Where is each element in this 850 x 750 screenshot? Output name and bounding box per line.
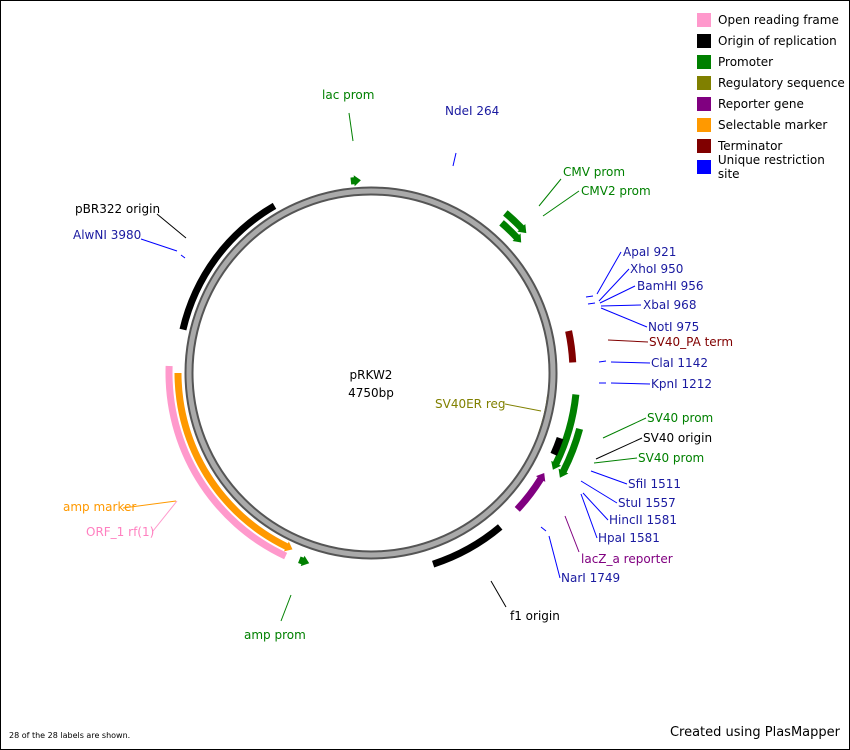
legend-item: Open reading frame [697, 9, 849, 30]
legend-label: Regulatory sequence [718, 75, 845, 90]
feature-arc [550, 436, 564, 456]
legend-swatch [697, 33, 711, 48]
legend: Open reading frame Origin of replication P… [697, 9, 849, 181]
credit-text: Created using PlasMapper [669, 725, 840, 740]
legend-item: Origin of replication [697, 30, 849, 51]
feature-arc [558, 427, 584, 478]
legend-label: Selectable marker [718, 117, 828, 132]
feature-label: lacZ_a reporter [581, 552, 673, 566]
legend-item: Terminator [697, 135, 849, 156]
legend-label: Promoter [718, 54, 774, 69]
feature-arc [432, 524, 503, 568]
feature-label: SV40ER reg [435, 397, 506, 411]
legend-item: Unique restriction site [697, 153, 849, 181]
feature-label: f1 origin [510, 609, 560, 623]
site-label: XhoI 950 [630, 262, 683, 276]
feature-arc [298, 555, 310, 567]
feature-arc [551, 394, 580, 470]
legend-swatch [697, 75, 711, 90]
legend-item: Reporter gene [697, 93, 849, 114]
site-label: AlwNI 3980 [73, 228, 141, 242]
legend-swatch [697, 138, 711, 153]
site-label: XbaI 968 [643, 298, 696, 312]
site-label: NotI 975 [648, 320, 699, 334]
legend-label: Unique restriction site [717, 152, 825, 181]
legend-label: Terminator [718, 138, 783, 153]
feature-arc [499, 220, 522, 243]
plasmid-size: 4750bp [348, 386, 394, 400]
feature-label: SV40 origin [643, 431, 712, 445]
site-label: SfiI 1511 [628, 477, 681, 491]
legend-swatch [697, 159, 711, 174]
site-label: StuI 1557 [618, 496, 676, 510]
legend-label: Open reading frame [718, 12, 839, 27]
legend-swatch [697, 117, 711, 132]
feature-label: SV40 prom [647, 411, 713, 425]
feature-arc [503, 210, 527, 234]
label-count: 28 of the 28 labels are shown. [9, 731, 131, 740]
legend-swatch [697, 96, 711, 111]
legend-swatch [697, 12, 711, 27]
legend-item: Promoter [697, 51, 849, 72]
site-label: ApaI 921 [623, 245, 676, 259]
plasmid-name: pRKW2 [350, 368, 393, 382]
feature-arc [350, 175, 361, 187]
feature-arc [565, 330, 577, 363]
feature-label: SV40_PA term [649, 335, 733, 349]
site-label: KpnI 1212 [651, 377, 712, 391]
feature-label: ORF_1 rf(1) [86, 525, 154, 539]
feature-label: CMV prom [563, 165, 625, 179]
feature-label: CMV2 prom [581, 184, 651, 198]
legend-item: Selectable marker [697, 114, 849, 135]
feature-arc [174, 373, 293, 552]
site-label: BamHI 956 [637, 279, 704, 293]
legend-label: Origin of replication [718, 33, 837, 48]
legend-swatch [697, 54, 711, 69]
feature-arc [165, 365, 288, 560]
feature-label: SV40 prom [638, 451, 704, 465]
feature-arc [179, 202, 277, 331]
feature-label: amp marker [63, 500, 136, 514]
feature-label: lac prom [322, 88, 374, 102]
feature-label: amp prom [244, 628, 306, 642]
backbone-ring-inner [186, 188, 556, 558]
feature-arc [514, 473, 546, 512]
site-label: NdeI 264 [445, 104, 499, 118]
legend-label: Reporter gene [718, 96, 804, 111]
site-label: HincII 1581 [609, 513, 677, 527]
site-label: NarI 1749 [561, 571, 620, 585]
site-label: ClaI 1142 [651, 356, 708, 370]
site-label: HpaI 1581 [598, 531, 660, 545]
feature-label: pBR322 origin [75, 202, 160, 216]
legend-item: Regulatory sequence [697, 72, 849, 93]
